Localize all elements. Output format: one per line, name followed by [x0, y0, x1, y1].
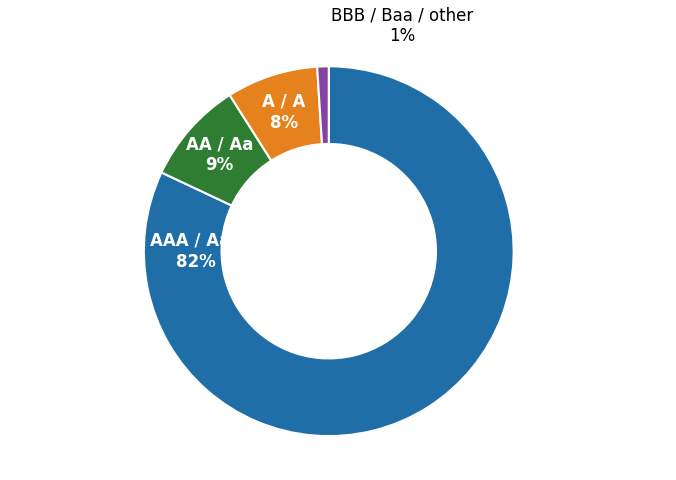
Text: BBB / Baa / other
1%: BBB / Baa / other 1% [331, 6, 473, 45]
Wedge shape [230, 67, 322, 161]
Text: A / A
8%: A / A 8% [262, 93, 306, 132]
Text: AA / Aa
9%: AA / Aa 9% [185, 135, 253, 174]
Wedge shape [162, 95, 271, 205]
Wedge shape [144, 66, 514, 436]
Text: AAA / Aaa
82%: AAA / Aaa 82% [150, 232, 241, 271]
Wedge shape [317, 66, 329, 144]
